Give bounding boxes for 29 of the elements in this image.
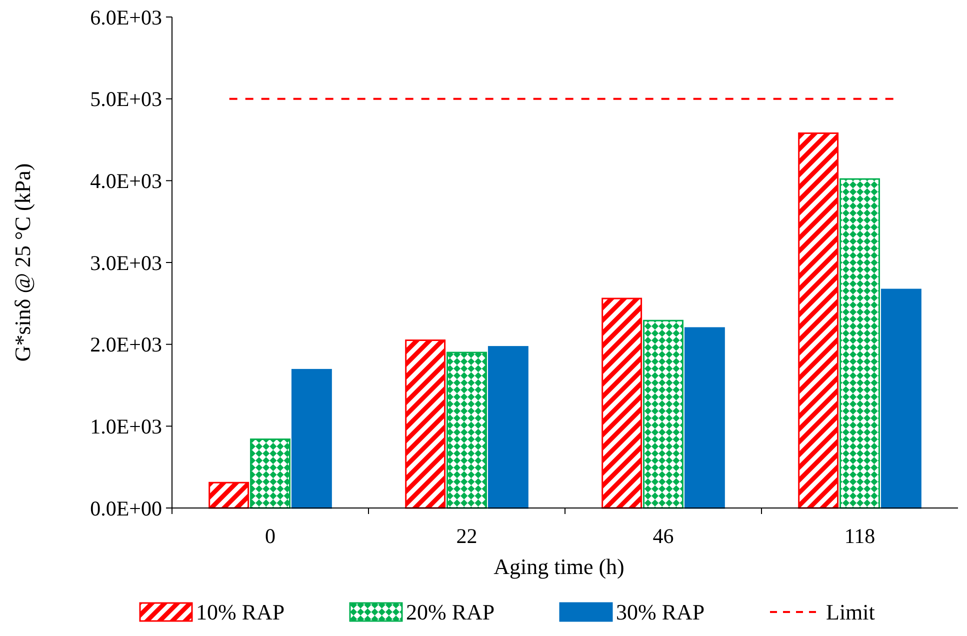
y-tick-label: 2.0E+03	[90, 332, 162, 357]
x-tick-label: 118	[844, 524, 876, 548]
bar	[250, 438, 290, 509]
y-tick-label: 0.0E+00	[90, 496, 162, 520]
legend-label: Limit	[826, 600, 875, 625]
x-tick-label: 22	[456, 524, 478, 548]
bar	[798, 132, 839, 509]
y-tick-label: 3.0E+03	[90, 250, 162, 275]
y-tick-label: 1.0E+03	[90, 414, 162, 439]
y-tick-label: 6.0E+03	[90, 5, 162, 30]
bar	[684, 327, 725, 509]
bar	[840, 178, 880, 509]
y-tick-label: 4.0E+03	[90, 169, 162, 194]
legend-label: 20% RAP	[406, 600, 495, 625]
bar	[643, 320, 684, 509]
x-axis-title: Aging time (h)	[494, 554, 624, 579]
y-axis-title: G*sinδ @ 25 °C (kPa)	[10, 163, 35, 362]
bar	[291, 368, 332, 509]
bar	[208, 482, 250, 509]
bar	[405, 339, 446, 509]
bar	[602, 298, 642, 509]
y-tick-label: 5.0E+03	[90, 87, 162, 112]
x-tick-label: 46	[652, 524, 674, 548]
bar	[446, 352, 487, 509]
bar	[880, 288, 922, 509]
bar	[488, 346, 528, 509]
legend-label: 30% RAP	[616, 600, 705, 625]
x-tick-label: 0	[265, 524, 276, 548]
legend-label: 10% RAP	[196, 600, 285, 625]
